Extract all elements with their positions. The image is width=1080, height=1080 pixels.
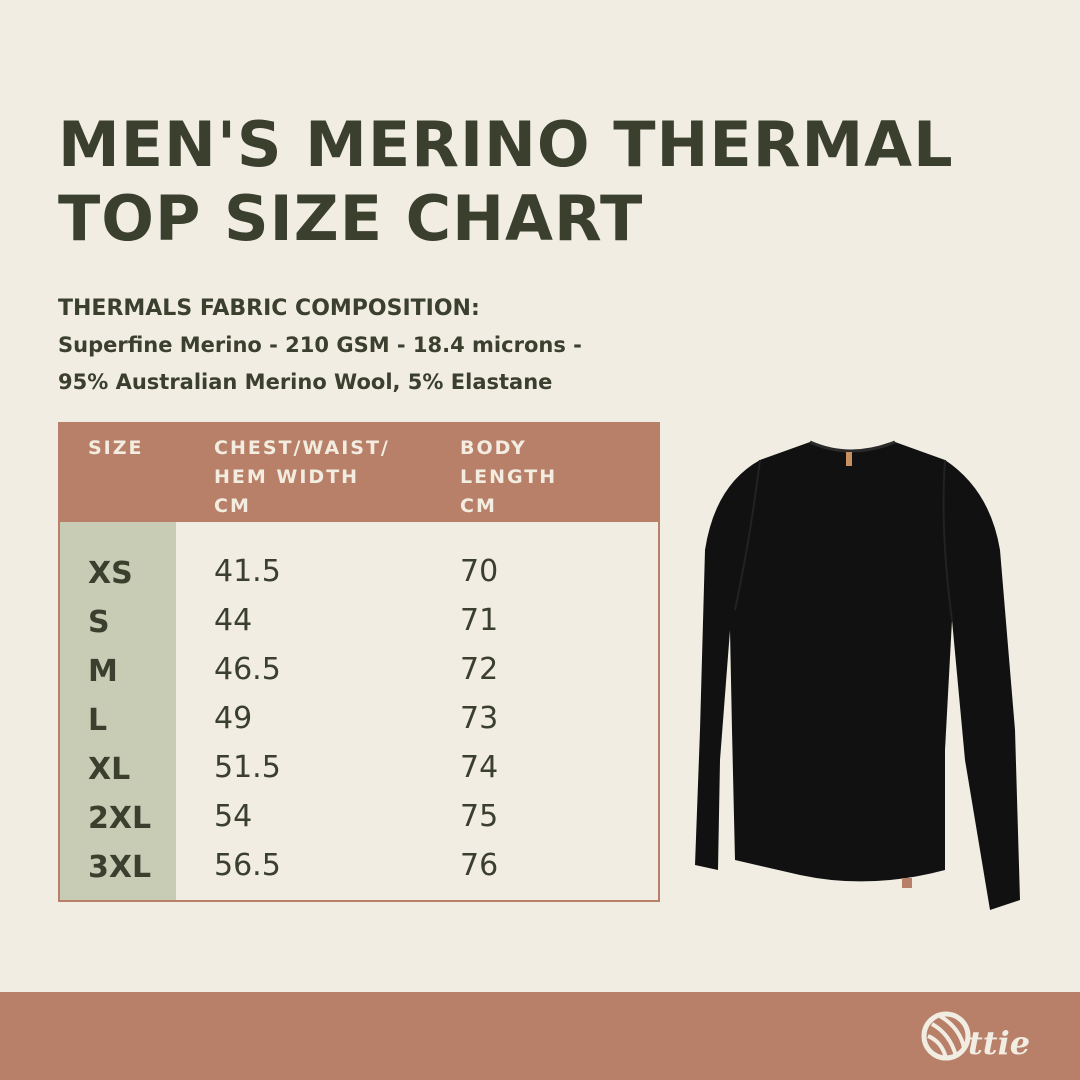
- chest-cell: 51.5: [214, 750, 281, 785]
- length-cell: 70: [460, 554, 499, 589]
- size-cell: L: [88, 703, 108, 738]
- header-chest: CHEST/WAIST/ HEM WIDTH CM: [214, 437, 390, 517]
- length-cell: 71: [460, 603, 499, 638]
- table-row: XS 41.5 70: [60, 550, 658, 599]
- size-cell: XS: [88, 556, 133, 591]
- length-cell: 76: [460, 848, 499, 883]
- title-line-1: MEN'S MERINO THERMAL: [58, 108, 954, 181]
- size-table: SIZE CHEST/WAIST/ HEM WIDTH CM BODY LENG…: [58, 422, 660, 902]
- size-cell: 3XL: [88, 850, 152, 885]
- table-row: 2XL 54 75: [60, 795, 658, 844]
- page-title: MEN'S MERINO THERMAL TOP SIZE CHART: [58, 108, 954, 256]
- size-column: [60, 522, 176, 900]
- size-cell: XL: [88, 752, 131, 787]
- table-row: XL 51.5 74: [60, 746, 658, 795]
- title-line-2: TOP SIZE CHART: [58, 182, 644, 255]
- chest-cell: 49: [214, 701, 253, 736]
- footer-bar: ttie: [0, 992, 1080, 1080]
- size-cell: S: [88, 605, 110, 640]
- fabric-composition: THERMALS FABRIC COMPOSITION: Superfine M…: [58, 290, 582, 401]
- table-row: L 49 73: [60, 697, 658, 746]
- header-length: BODY LENGTH CM: [460, 437, 558, 517]
- ottie-logo: ttie: [921, 1011, 1030, 1062]
- size-cell: 2XL: [88, 801, 152, 836]
- table-header: SIZE CHEST/WAIST/ HEM WIDTH CM BODY LENG…: [60, 424, 658, 522]
- chest-cell: 56.5: [214, 848, 281, 883]
- length-cell: 73: [460, 701, 499, 736]
- length-cell: 74: [460, 750, 499, 785]
- chest-cell: 44: [214, 603, 253, 638]
- chest-cell: 41.5: [214, 554, 281, 589]
- fabric-line-1: Superfine Merino - 210 GSM - 18.4 micron…: [58, 333, 582, 357]
- chest-cell: 46.5: [214, 652, 281, 687]
- fabric-heading: THERMALS FABRIC COMPOSITION:: [58, 296, 480, 321]
- header-size: SIZE: [88, 437, 144, 459]
- fabric-line-2: 95% Australian Merino Wool, 5% Elastane: [58, 370, 553, 394]
- thermal-top-image: [695, 440, 1020, 910]
- size-cell: M: [88, 654, 118, 689]
- length-cell: 72: [460, 652, 499, 687]
- table-row: 3XL 56.5 76: [60, 844, 658, 893]
- svg-text:ttie: ttie: [968, 1024, 1030, 1062]
- table-row: M 46.5 72: [60, 648, 658, 697]
- table-row: S 44 71: [60, 599, 658, 648]
- chest-cell: 54: [214, 799, 253, 834]
- length-cell: 75: [460, 799, 499, 834]
